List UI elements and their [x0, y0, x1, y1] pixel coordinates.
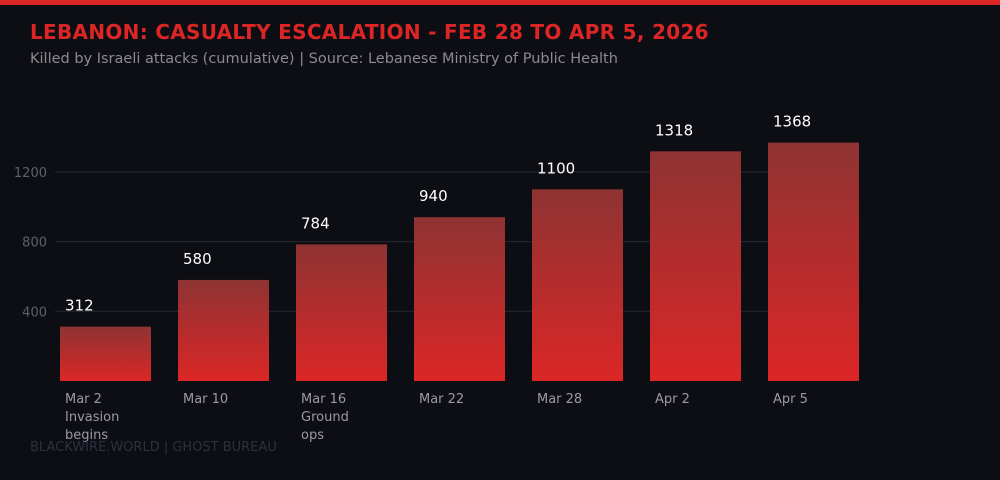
x-tick-label: ops: [301, 428, 324, 443]
top-accent-bar: [0, 0, 1000, 5]
x-tick-label: Apr 2: [655, 392, 690, 407]
x-tick-label: Apr 5: [773, 392, 808, 407]
bar: [296, 244, 387, 381]
y-tick-label: 400: [22, 305, 47, 320]
x-tick-label: Mar 28: [537, 392, 582, 407]
data-label: 784: [301, 214, 330, 232]
data-label: 1368: [773, 113, 811, 131]
y-tick-label: 1200: [14, 166, 47, 181]
chart-title: LEBANON: CASUALTY ESCALATION - FEB 28 TO…: [30, 20, 709, 44]
bar: [650, 151, 741, 381]
x-tick-label: Mar 10: [183, 392, 228, 407]
x-tick-label: begins: [65, 428, 108, 443]
bar: [414, 217, 505, 381]
chart-subtitle: Killed by Israeli attacks (cumulative) |…: [30, 51, 618, 67]
bar: [60, 326, 151, 381]
data-label: 1318: [655, 121, 693, 139]
footer-credit: BLACKWIRE.WORLD | GHOST BUREAU: [30, 440, 277, 455]
x-tick-label: Mar 2: [65, 392, 102, 407]
bar: [768, 142, 859, 381]
data-label: 312: [65, 297, 94, 315]
bar: [532, 189, 623, 381]
data-label: 940: [419, 187, 448, 205]
data-label: 580: [183, 250, 212, 268]
data-label: 1100: [537, 159, 575, 177]
bar: [178, 279, 269, 381]
x-tick-label: Mar 22: [419, 392, 464, 407]
x-tick-label: Mar 16: [301, 392, 346, 407]
y-tick-label: 800: [22, 236, 47, 251]
x-tick-label: Invasion: [65, 410, 119, 425]
x-tick-label: Ground: [301, 410, 349, 425]
